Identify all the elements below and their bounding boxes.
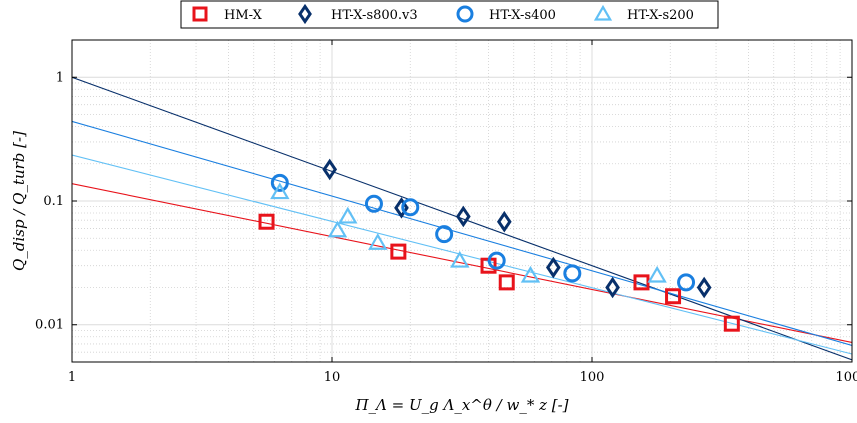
legend-box bbox=[180, 0, 719, 29]
data-point-HT-X-s800.v3 bbox=[456, 205, 471, 228]
data-point-HT-X-s800.v3 bbox=[696, 276, 712, 299]
x-tick-label: 10 bbox=[324, 370, 341, 385]
legend-marker-HT-X-s800.v3 bbox=[298, 3, 312, 25]
legend-marker-HT-X-s200 bbox=[593, 4, 613, 21]
data-point-HT-X-s800.v3 bbox=[322, 158, 338, 181]
data-point-HM-X bbox=[498, 274, 515, 291]
y-tick-label: 1 bbox=[56, 70, 64, 85]
fit-line-HT-X-s200 bbox=[72, 154, 852, 355]
y-tick-label: 0.1 bbox=[43, 194, 64, 209]
legend-label: HT-X-s200 bbox=[627, 8, 694, 23]
legend-label: HT-X-s800.v3 bbox=[331, 8, 418, 23]
data-point-HT-X-s800.v3 bbox=[605, 276, 620, 299]
x-axis-title: Π_Λ = U_g Λ_x^θ / w_* z [-] bbox=[354, 396, 568, 414]
fit-line-HM-X bbox=[72, 183, 852, 343]
data-point-HT-X-s200 bbox=[520, 265, 541, 283]
y-axis-title: Q_disp / Q_turb [-] bbox=[10, 131, 28, 271]
data-point-HT-X-s400 bbox=[487, 251, 506, 270]
data-point-HT-X-s200 bbox=[270, 182, 290, 200]
legend-label: HT-X-s400 bbox=[489, 8, 556, 23]
fit-line-HT-X-s800.v3 bbox=[72, 76, 852, 361]
data-point-HT-X-s200 bbox=[368, 233, 388, 250]
data-point-HM-X bbox=[665, 288, 682, 305]
data-point-HT-X-s200 bbox=[450, 250, 470, 268]
data-point-HT-X-s800.v3 bbox=[545, 256, 561, 279]
x-tick-label: 100 bbox=[580, 370, 605, 385]
data-point-HT-X-s400 bbox=[677, 273, 696, 292]
data-point-HM-X bbox=[723, 315, 740, 332]
data-point-HT-X-s400 bbox=[401, 198, 420, 217]
y-tick-label: 0.01 bbox=[35, 318, 64, 333]
x-tick-label: 1 bbox=[68, 370, 76, 385]
data-point-HT-X-s200 bbox=[647, 265, 667, 283]
data-point-HM-X bbox=[258, 213, 275, 230]
data-point-HM-X bbox=[390, 243, 407, 260]
data-point-HT-X-s400 bbox=[364, 194, 383, 213]
data-point-HT-X-s400 bbox=[270, 173, 289, 192]
fit-line-HT-X-s400 bbox=[72, 120, 852, 347]
data-markers bbox=[258, 158, 740, 332]
legend-label: HM-X bbox=[224, 8, 263, 23]
fit-lines bbox=[72, 76, 852, 361]
data-point-HT-X-s800.v3 bbox=[496, 210, 512, 233]
data-point-HT-X-s400 bbox=[435, 225, 454, 244]
data-point-HT-X-s200 bbox=[338, 206, 358, 224]
legend: HM-X HT-X-s800.v3 HT-X-s400 HT-X-s200 bbox=[180, 0, 719, 29]
legend-marker-HM-X bbox=[192, 6, 208, 22]
data-point-HT-X-s200 bbox=[327, 220, 348, 238]
data-point-HT-X-s800.v3 bbox=[394, 197, 409, 219]
data-point-HT-X-s400 bbox=[563, 264, 582, 283]
legend-marker-HT-X-s400 bbox=[456, 5, 474, 23]
